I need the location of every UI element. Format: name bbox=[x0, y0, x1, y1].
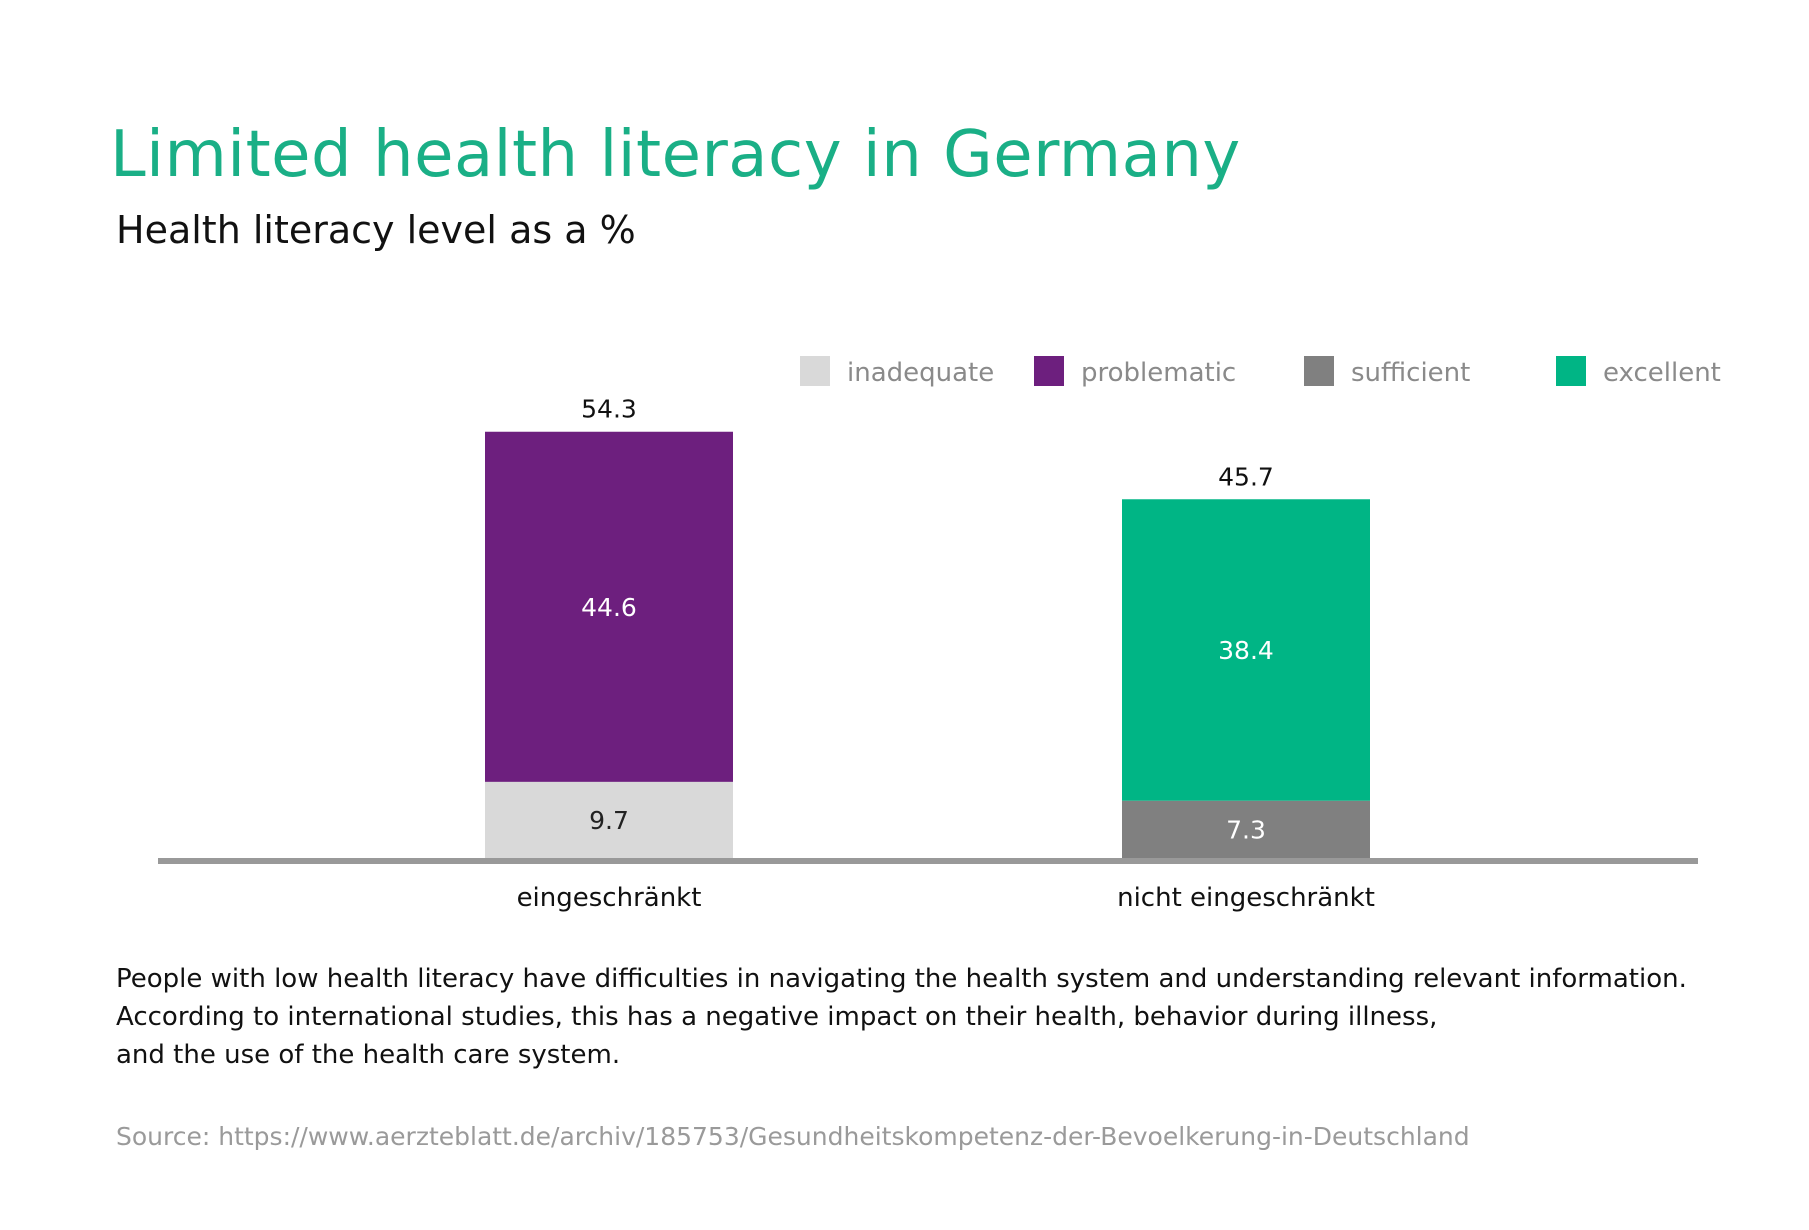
x-tick-label: nicht eingeschränkt bbox=[1117, 883, 1375, 913]
legend-swatch-excellent bbox=[1556, 356, 1586, 386]
bar-segment-problematic bbox=[485, 431, 733, 782]
description-line: According to international studies, this… bbox=[116, 1002, 1438, 1032]
data-label: 7.3 bbox=[1226, 815, 1266, 844]
stacked-bar-chart: 9.7 44.6 54.3 eingeschränkt 7.3 38.4 45.7 nicht… bbox=[158, 356, 1721, 913]
x-tick-label: eingeschränkt bbox=[517, 883, 702, 913]
legend-label-sufficient: sufficient bbox=[1351, 358, 1470, 388]
bar-segment-inadequate bbox=[485, 781, 733, 858]
bar-segment-excellent bbox=[1122, 499, 1370, 801]
legend-label-inadequate: inadequate bbox=[847, 358, 994, 388]
data-label: 9.7 bbox=[589, 806, 629, 835]
chart-subtitle: Health literacy level as a % bbox=[116, 208, 636, 252]
source-citation: Source: https://www.aerzteblatt.de/archi… bbox=[116, 1122, 1470, 1151]
data-label: 38.4 bbox=[1218, 636, 1274, 665]
data-label: 44.6 bbox=[581, 593, 637, 622]
description: People with low health literacy have dif… bbox=[116, 960, 1687, 1074]
legend-swatch-inadequate bbox=[800, 356, 830, 386]
total-label: 54.3 bbox=[581, 395, 637, 424]
legend-label-excellent: excellent bbox=[1603, 358, 1721, 388]
bar-segment-sufficient bbox=[1122, 800, 1370, 858]
legend-swatch-problematic bbox=[1034, 356, 1064, 386]
chart-title: Limited health literacy in Germany bbox=[110, 118, 1241, 192]
legend-label-problematic: problematic bbox=[1081, 358, 1236, 388]
description-line: and the use of the health care system. bbox=[116, 1040, 621, 1070]
description-line: People with low health literacy have dif… bbox=[116, 964, 1687, 994]
total-label: 45.7 bbox=[1218, 462, 1274, 491]
legend-swatch-sufficient bbox=[1304, 356, 1334, 386]
